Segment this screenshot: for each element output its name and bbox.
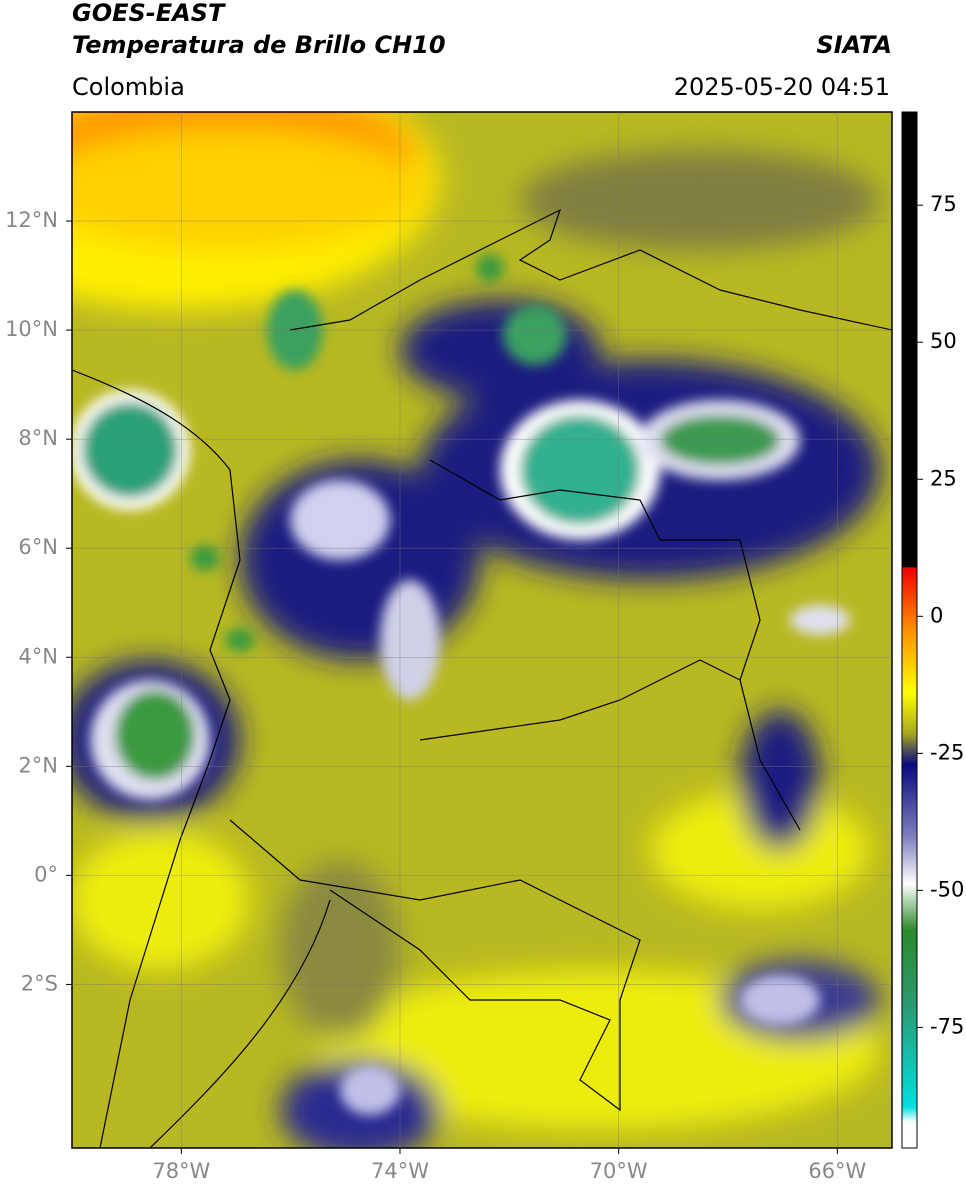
region: Colombia	[72, 73, 185, 101]
y-tick-label: 0°	[34, 862, 58, 886]
y-tick-label: 12°N	[5, 208, 58, 232]
colorbar-tick-label: -50	[930, 877, 964, 901]
source: SIATA	[816, 31, 892, 59]
colorbar-tick-label: 75	[930, 192, 957, 216]
y-tick-label: 4°N	[18, 644, 58, 668]
y-tick-label: 10°N	[5, 317, 58, 341]
y-tick-label: 6°N	[18, 535, 58, 559]
colorbar-tick-label: -75	[930, 1014, 964, 1038]
title-line1: GOES-EAST	[72, 0, 226, 27]
colorbar-tick-label: 0	[930, 603, 943, 627]
x-tick-label: 74°W	[371, 1159, 429, 1183]
y-tick-label: 8°N	[18, 426, 58, 450]
satellite-image	[72, 112, 892, 1148]
map-frame	[71, 111, 893, 1149]
colorbar-tick-label: -25	[930, 740, 964, 764]
x-tick-label: 78°W	[152, 1159, 210, 1183]
title-line2: Temperatura de Brillo CH10	[72, 31, 446, 59]
y-tick-label: 2°N	[18, 753, 58, 777]
x-tick-label: 70°W	[590, 1159, 648, 1183]
y-tick-label: 2°S	[21, 971, 58, 995]
datetime: 2025-05-20 04:51	[674, 73, 890, 101]
colorbar	[901, 111, 918, 1149]
colorbar-tick-label: 25	[930, 466, 957, 490]
x-tick-label: 66°W	[808, 1159, 866, 1183]
colorbar-tick-label: 50	[930, 329, 957, 353]
